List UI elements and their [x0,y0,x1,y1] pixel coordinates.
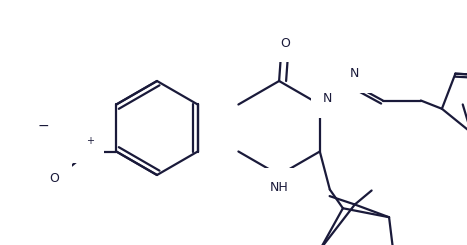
Text: O: O [50,172,59,185]
Text: NH: NH [270,181,289,194]
Text: N: N [77,138,86,151]
Text: N: N [350,67,360,80]
Text: O: O [280,37,290,49]
Text: O: O [50,119,59,132]
Text: −: − [37,119,49,133]
Text: +: + [86,136,94,147]
Text: N: N [323,92,333,105]
